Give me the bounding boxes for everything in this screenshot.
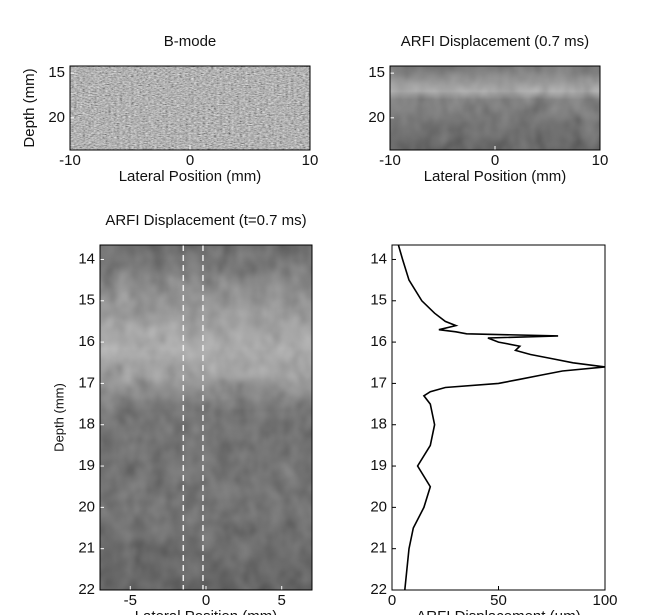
bmode-speckle — [70, 66, 310, 150]
y-tick-label: 15 — [78, 292, 95, 309]
x-axis-label: ARFI Displacement (µm) — [416, 608, 581, 615]
x-tick-label: -10 — [379, 152, 401, 169]
panel-title: B-mode — [164, 33, 217, 50]
x-tick-label: 0 — [491, 152, 499, 169]
x-axis-label: Lateral Position (mm) — [424, 168, 567, 185]
y-tick-label: 19 — [370, 457, 387, 474]
plot-area — [392, 245, 605, 590]
y-tick-label: 17 — [78, 374, 95, 391]
arfi-big-texture — [100, 245, 312, 590]
x-tick-label: 10 — [302, 152, 319, 169]
panel-title: ARFI Displacement (0.7 ms) — [401, 33, 589, 50]
arfi-texture — [390, 66, 600, 150]
y-tick-label: 19 — [78, 457, 95, 474]
y-tick-label: 15 — [370, 292, 387, 309]
y-tick-label: 15 — [368, 64, 385, 81]
x-tick-label: 0 — [202, 592, 210, 609]
x-tick-label: 50 — [490, 592, 507, 609]
x-tick-label: 5 — [278, 592, 286, 609]
y-tick-label: 22 — [370, 581, 387, 598]
y-tick-label: 15 — [48, 64, 65, 81]
x-tick-label: 10 — [592, 152, 609, 169]
y-tick-label: 20 — [368, 109, 385, 126]
y-tick-label: 18 — [370, 416, 387, 433]
y-tick-label: 14 — [370, 250, 387, 267]
x-axis-label: Lateral Position (mm) — [135, 608, 278, 615]
panel-frame — [99, 244, 313, 591]
y-tick-label: 20 — [48, 109, 65, 126]
x-axis-label: Lateral Position (mm) — [119, 168, 262, 185]
y-axis-label: Depth (mm) — [51, 383, 66, 452]
x-tick-label: 100 — [592, 592, 617, 609]
panel-frame — [389, 65, 601, 151]
y-tick-label: 18 — [78, 416, 95, 433]
x-tick-label: 0 — [186, 152, 194, 169]
y-tick-label: 21 — [78, 540, 95, 557]
image-texture — [70, 66, 600, 590]
panel-title: ARFI Displacement (t=0.7 ms) — [105, 212, 306, 229]
y-tick-label: 16 — [78, 333, 95, 350]
y-tick-label: 20 — [78, 498, 95, 515]
y-tick-label: 14 — [78, 250, 95, 267]
y-tick-label: 22 — [78, 581, 95, 598]
x-tick-label: -5 — [124, 592, 137, 609]
y-tick-label: 21 — [370, 540, 387, 557]
panel-frame — [69, 65, 311, 151]
x-tick-label: -10 — [59, 152, 81, 169]
displacement-line — [397, 244, 606, 591]
y-tick-label: 16 — [370, 333, 387, 350]
panel-frame — [391, 244, 606, 591]
x-tick-label: 0 — [388, 592, 396, 609]
y-tick-label: 20 — [370, 498, 387, 515]
y-tick-label: 17 — [370, 374, 387, 391]
y-axis-label: Depth (mm) — [21, 68, 38, 147]
